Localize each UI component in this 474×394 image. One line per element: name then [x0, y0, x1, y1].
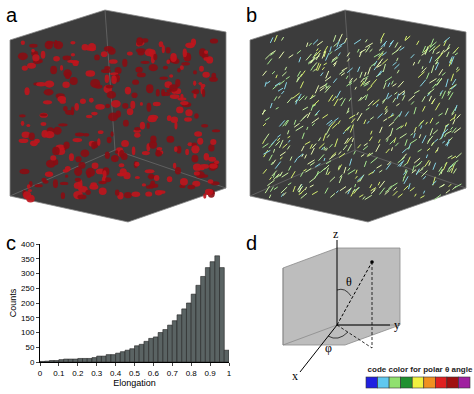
svg-text:0.2: 0.2: [72, 369, 84, 378]
svg-text:1: 1: [227, 369, 232, 378]
svg-text:0.5: 0.5: [129, 369, 141, 378]
svg-text:0.9: 0.9: [205, 369, 217, 378]
svg-text:0.3: 0.3: [91, 369, 103, 378]
svg-text:a: a: [6, 4, 18, 26]
svg-text:250: 250: [21, 284, 35, 293]
svg-text:code color for polar θ angle: code color for polar θ angle: [368, 365, 473, 374]
svg-text:0.4: 0.4: [110, 369, 122, 378]
svg-text:100: 100: [21, 328, 35, 337]
svg-text:150: 150: [21, 314, 35, 323]
svg-text:300: 300: [21, 269, 35, 278]
svg-text:z: z: [333, 227, 338, 241]
svg-text:c: c: [6, 232, 16, 254]
svg-text:x: x: [292, 369, 298, 383]
svg-text:b: b: [246, 4, 257, 26]
svg-text:200: 200: [21, 299, 35, 308]
svg-text:φ: φ: [325, 341, 332, 355]
svg-text:0.1: 0.1: [53, 369, 65, 378]
svg-text:0: 0: [38, 369, 43, 378]
svg-text:350: 350: [21, 255, 35, 264]
svg-text:0.6: 0.6: [148, 369, 160, 378]
svg-text:0: 0: [30, 358, 35, 367]
svg-text:Elongation: Elongation: [113, 378, 156, 388]
svg-text:50: 50: [25, 343, 34, 352]
svg-text:θ: θ: [346, 275, 352, 289]
svg-text:0.8: 0.8: [186, 369, 198, 378]
svg-text:d: d: [246, 232, 257, 254]
svg-text:0.7: 0.7: [167, 369, 179, 378]
svg-text:400: 400: [21, 240, 35, 249]
svg-text:y: y: [394, 318, 400, 332]
svg-text:Counts: Counts: [8, 288, 18, 317]
